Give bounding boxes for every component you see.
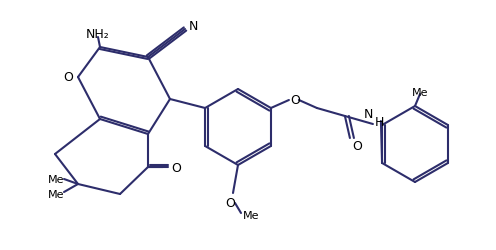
- Text: O: O: [171, 162, 181, 175]
- Text: Me: Me: [412, 88, 428, 98]
- Text: Me: Me: [48, 174, 64, 184]
- Text: N: N: [188, 20, 198, 32]
- Text: O: O: [225, 197, 235, 210]
- Text: N: N: [364, 108, 373, 121]
- Text: O: O: [63, 71, 73, 84]
- Text: NH₂: NH₂: [86, 28, 110, 40]
- Text: H: H: [375, 116, 384, 129]
- Text: Me: Me: [48, 189, 64, 199]
- Text: Me: Me: [243, 210, 259, 220]
- Text: O: O: [290, 94, 300, 107]
- Text: O: O: [352, 140, 362, 153]
